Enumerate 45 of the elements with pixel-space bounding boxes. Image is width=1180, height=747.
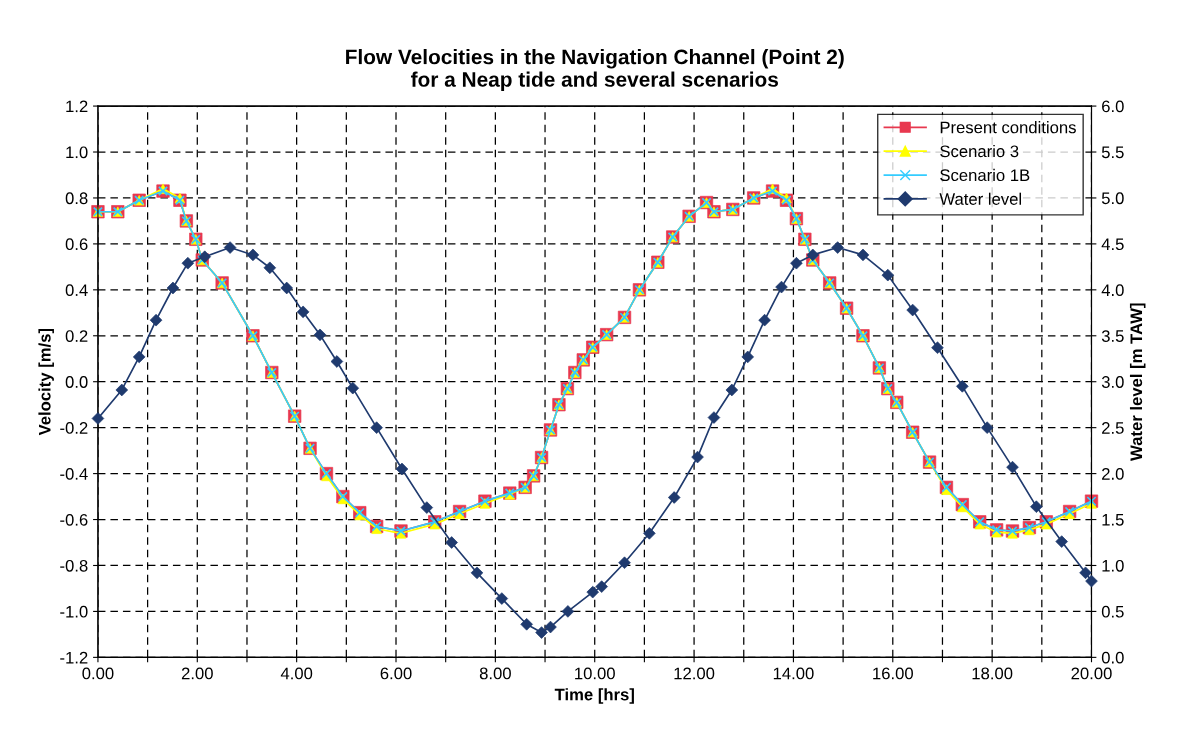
legend-label: Present conditions	[940, 121, 1076, 134]
x-tick-label: 14.00	[773, 667, 814, 680]
x-tick-label: 10.00	[575, 667, 615, 680]
y2-tick-label: 3.0	[1101, 376, 1124, 388]
y2-tick-label: 5.5	[1101, 146, 1124, 159]
x-tick-label: 8.00	[479, 667, 511, 680]
y2-tick-label: 2.5	[1102, 422, 1124, 434]
x-tick-label: 12.00	[674, 667, 715, 680]
legend-label: Scenario 3	[940, 144, 1019, 158]
legend-label: Scenario 1B	[940, 168, 1030, 182]
y2-tick-label: 4.5	[1101, 238, 1124, 251]
y2-tick-label: 3.5	[1101, 330, 1124, 342]
x-tick-label: 4.00	[280, 667, 313, 680]
y2-tick-label: 1.5	[1102, 514, 1124, 526]
y-tick-label: 1.2	[66, 100, 88, 113]
y-tick-label: 0.2	[65, 330, 88, 342]
y-tick-label: -0.8	[60, 559, 88, 572]
y-tick-label: -1.0	[60, 605, 88, 618]
y-tick-label: -1.2	[60, 651, 88, 664]
y2-tick-label: 6.0	[1102, 100, 1124, 113]
legend-label: Water level	[939, 192, 1022, 205]
y-tick-label: -0.4	[60, 468, 88, 480]
x-tick-label: 18.00	[972, 667, 1013, 680]
x-axis-title: Time [hrs]	[554, 688, 634, 704]
y2-axis-title: Water level [m TAW]	[1129, 303, 1146, 461]
y-tick-label: 1.0	[66, 146, 88, 159]
x-tick-label: 2.00	[181, 667, 213, 680]
y2-tick-label: 2.0	[1102, 468, 1124, 480]
chart-title: Flow Velocities in the Navigation Channel (Point 2) for a Neap tide and several scenarios	[346, 49, 844, 91]
x-tick-label: 0.00	[82, 667, 114, 680]
y-tick-label: 0.8	[65, 192, 88, 205]
x-tick-label: 6.00	[380, 667, 412, 680]
y2-tick-label: 5.0	[1101, 192, 1124, 205]
y2-tick-label: 0.5	[1101, 605, 1124, 618]
x-tick-label: 20.00	[1071, 667, 1112, 680]
y-tick-label: 0.6	[65, 238, 88, 251]
y-tick-label: 0.0	[65, 376, 88, 388]
y-tick-label: -0.2	[60, 422, 88, 434]
y2-tick-label: 1.0	[1102, 559, 1124, 572]
x-tick-label: 16.00	[873, 667, 913, 680]
y-tick-label: -0.6	[60, 513, 88, 526]
y2-tick-label: 4.0	[1101, 284, 1124, 297]
y-tick-label: 0.4	[65, 284, 88, 297]
y2-tick-label: 0.0	[1101, 651, 1124, 664]
y-axis-title: Velocity [m/s]	[38, 328, 54, 436]
